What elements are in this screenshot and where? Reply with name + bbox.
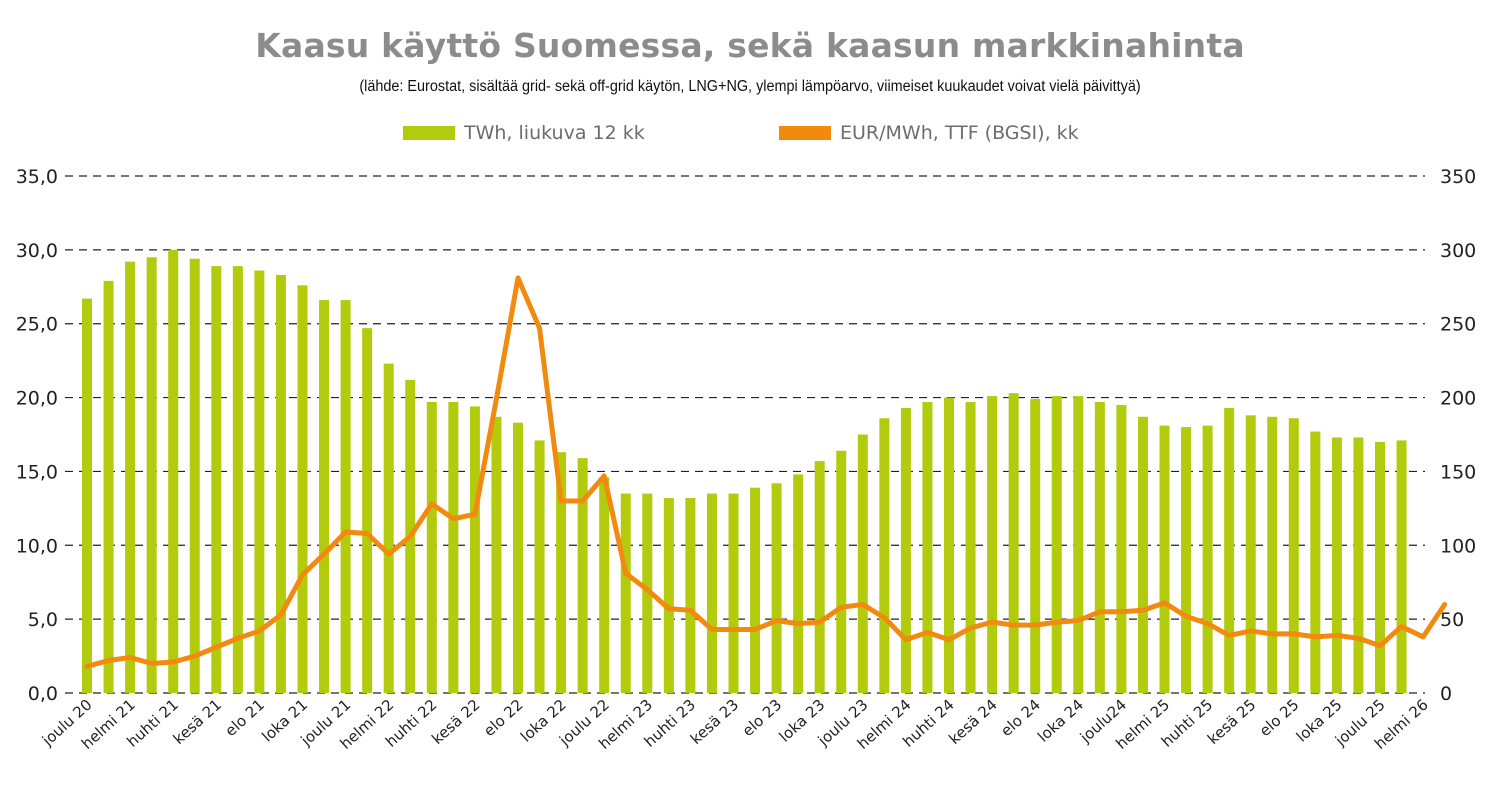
- y-right-tick-label: 300: [1440, 240, 1476, 262]
- x-tick-label: kesä 23: [687, 696, 742, 748]
- x-tick-label: kesä 22: [428, 696, 483, 748]
- bar-twh: [189, 258, 200, 693]
- bar-twh: [771, 483, 782, 693]
- chart-subtitle: (lähde: Eurostat, sisältää grid- sekä of…: [359, 78, 1141, 95]
- bar-twh: [1159, 425, 1170, 693]
- bar-twh: [469, 406, 480, 693]
- legend: TWh, liukuva 12 kk EUR/MWh, TTF (BGSI), …: [0, 122, 1500, 148]
- legend-item-eur: EUR/MWh, TTF (BGSI), kk: [779, 122, 1079, 144]
- x-tick-label: kesä 25: [1204, 696, 1259, 748]
- y-right-tick-label: 200: [1440, 388, 1476, 410]
- bar-twh: [663, 498, 674, 693]
- bar-twh: [513, 422, 523, 693]
- y-left-tick-label: 10,0: [16, 535, 58, 557]
- bar-twh: [448, 402, 459, 693]
- y-right-tick-label: 50: [1440, 609, 1464, 631]
- bar-twh: [836, 450, 847, 693]
- bar-twh: [146, 257, 157, 693]
- bar-twh: [642, 493, 653, 693]
- bar-twh: [620, 493, 631, 693]
- bar-twh: [1094, 402, 1105, 693]
- legend-swatch-twh: [403, 126, 455, 140]
- y-left-tick-label: 30,0: [16, 240, 58, 262]
- bar-twh: [340, 300, 351, 693]
- bar-twh: [211, 266, 222, 693]
- bar-twh: [1008, 393, 1019, 693]
- bar-twh: [728, 493, 739, 693]
- y-right-tick-label: 100: [1440, 535, 1476, 557]
- y-left-tick-label: 15,0: [16, 461, 58, 483]
- bar-twh: [1396, 440, 1407, 693]
- bar-twh: [857, 434, 868, 693]
- bar-twh: [1375, 441, 1385, 693]
- bar-twh: [275, 274, 286, 693]
- bar-twh: [814, 461, 825, 693]
- bar-twh: [685, 498, 696, 693]
- bar-twh: [1288, 418, 1299, 693]
- x-tick-label: kesä 24: [945, 696, 1000, 748]
- bar-twh: [534, 440, 545, 693]
- bar-twh: [577, 458, 588, 693]
- bar-twh: [879, 418, 890, 693]
- y-left-tick-label: 0,0: [28, 683, 58, 705]
- legend-label-twh: TWh, liukuva 12 kk: [464, 122, 645, 144]
- bar-twh: [793, 474, 804, 693]
- y-left-tick-label: 20,0: [16, 388, 58, 410]
- bar-twh: [362, 328, 373, 693]
- bar-twh: [1353, 437, 1364, 693]
- bar-twh: [1245, 415, 1256, 693]
- bar-twh: [1116, 404, 1127, 693]
- bar-twh: [750, 487, 761, 693]
- chart-title: Kaasu käyttö Suomessa, sekä kaasun markk…: [255, 26, 1245, 65]
- y-left-tick-label: 25,0: [16, 314, 58, 336]
- bar-twh: [1181, 427, 1192, 693]
- bar-twh: [319, 300, 330, 693]
- line-eur-mwh: [84, 275, 1448, 669]
- bar-twh: [491, 416, 502, 693]
- bar-twh: [426, 402, 437, 693]
- x-tick-label: loka 24: [1034, 696, 1087, 746]
- legend-label-eur: EUR/MWh, TTF (BGSI), kk: [840, 122, 1079, 144]
- y-right-tick-label: 350: [1440, 166, 1476, 188]
- y-left-tick-label: 35,0: [16, 166, 58, 188]
- bar-twh: [1331, 437, 1342, 693]
- bar-twh: [1051, 396, 1062, 693]
- bar-twh: [922, 402, 933, 693]
- bar-twh: [125, 261, 136, 693]
- legend-item-twh: TWh, liukuva 12 kk: [403, 122, 645, 144]
- bar-twh: [1224, 407, 1235, 693]
- bar-twh: [987, 396, 998, 693]
- bar-twh: [1030, 399, 1041, 693]
- y-right-tick-label: 150: [1440, 461, 1476, 483]
- bar-twh: [599, 477, 610, 693]
- x-tick-label: kesä 21: [170, 696, 225, 748]
- bar-twh: [82, 298, 92, 693]
- bar-twh: [556, 452, 567, 693]
- bar-twh: [383, 363, 394, 693]
- y-right-tick-label: 250: [1440, 314, 1476, 336]
- bar-twh: [297, 285, 308, 693]
- bar-twh: [1137, 416, 1148, 693]
- bar-twh: [103, 280, 114, 693]
- y-right-tick-label: 0: [1440, 683, 1452, 705]
- bar-twh: [900, 407, 911, 693]
- bar-twh: [1267, 416, 1278, 693]
- bar-twh: [168, 249, 179, 693]
- bar-twh: [706, 493, 717, 693]
- bar-twh: [254, 270, 265, 693]
- bar-twh: [1073, 396, 1084, 693]
- bar-twh: [232, 266, 243, 693]
- bar-twh: [944, 397, 954, 693]
- legend-swatch-eur: [779, 126, 831, 140]
- y-left-tick-label: 5,0: [28, 609, 58, 631]
- bar-twh: [965, 402, 976, 693]
- bar-twh: [1202, 425, 1213, 693]
- bar-twh: [1310, 431, 1321, 693]
